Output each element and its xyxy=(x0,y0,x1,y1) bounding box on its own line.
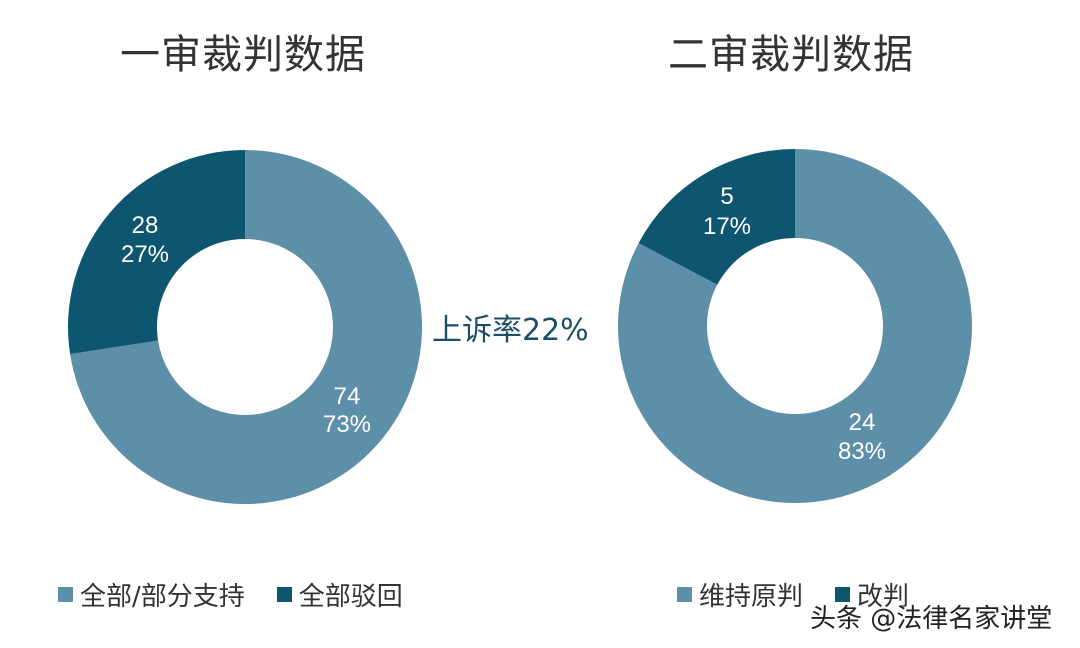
legend-label: 全部驳回 xyxy=(298,582,403,612)
legend-item-support: 全部/部分支持 xyxy=(58,576,245,613)
legend-item-upheld: 维持原判 xyxy=(677,576,803,613)
first-instance-title: 一审裁判数据 xyxy=(120,32,366,78)
legend-item-dismissed: 全部驳回 xyxy=(276,576,403,613)
legend-swatch-light xyxy=(58,587,73,602)
slice-percent-label: 83% xyxy=(838,438,886,465)
donut-1-slice-0 xyxy=(617,149,972,503)
slice-percent-label: 27% xyxy=(121,241,169,268)
donut-0-slice-1 xyxy=(68,150,246,355)
legend-item-revised: 改判 xyxy=(835,576,909,613)
slice-count-label: 74 xyxy=(334,383,361,410)
donut-1-slice-1 xyxy=(638,149,795,285)
legend-label: 改判 xyxy=(857,582,910,612)
slice-count-label: 28 xyxy=(132,212,159,239)
slice-percent-label: 73% xyxy=(323,411,371,438)
legend-swatch-dark xyxy=(835,587,851,602)
donut-0-slice-0 xyxy=(70,150,422,504)
legend-swatch-dark xyxy=(276,587,292,602)
source-watermark: 头条 @法律名家讲堂 xyxy=(810,604,1053,634)
second-instance-title: 二审裁判数据 xyxy=(668,32,914,78)
legend-swatch-light xyxy=(677,587,692,602)
slice-count-label: 24 xyxy=(849,409,876,436)
slice-percent-label: 17% xyxy=(703,213,751,240)
legend-label: 全部/部分支持 xyxy=(80,582,245,612)
second-instance-legend: 维持原判 改判 xyxy=(677,576,941,613)
first-instance-legend: 全部/部分支持 全部驳回 xyxy=(58,576,435,613)
slice-count-label: 5 xyxy=(720,183,733,210)
appeal-rate-annotation: 上诉率22% xyxy=(430,305,591,349)
legend-label: 维持原判 xyxy=(699,582,804,612)
